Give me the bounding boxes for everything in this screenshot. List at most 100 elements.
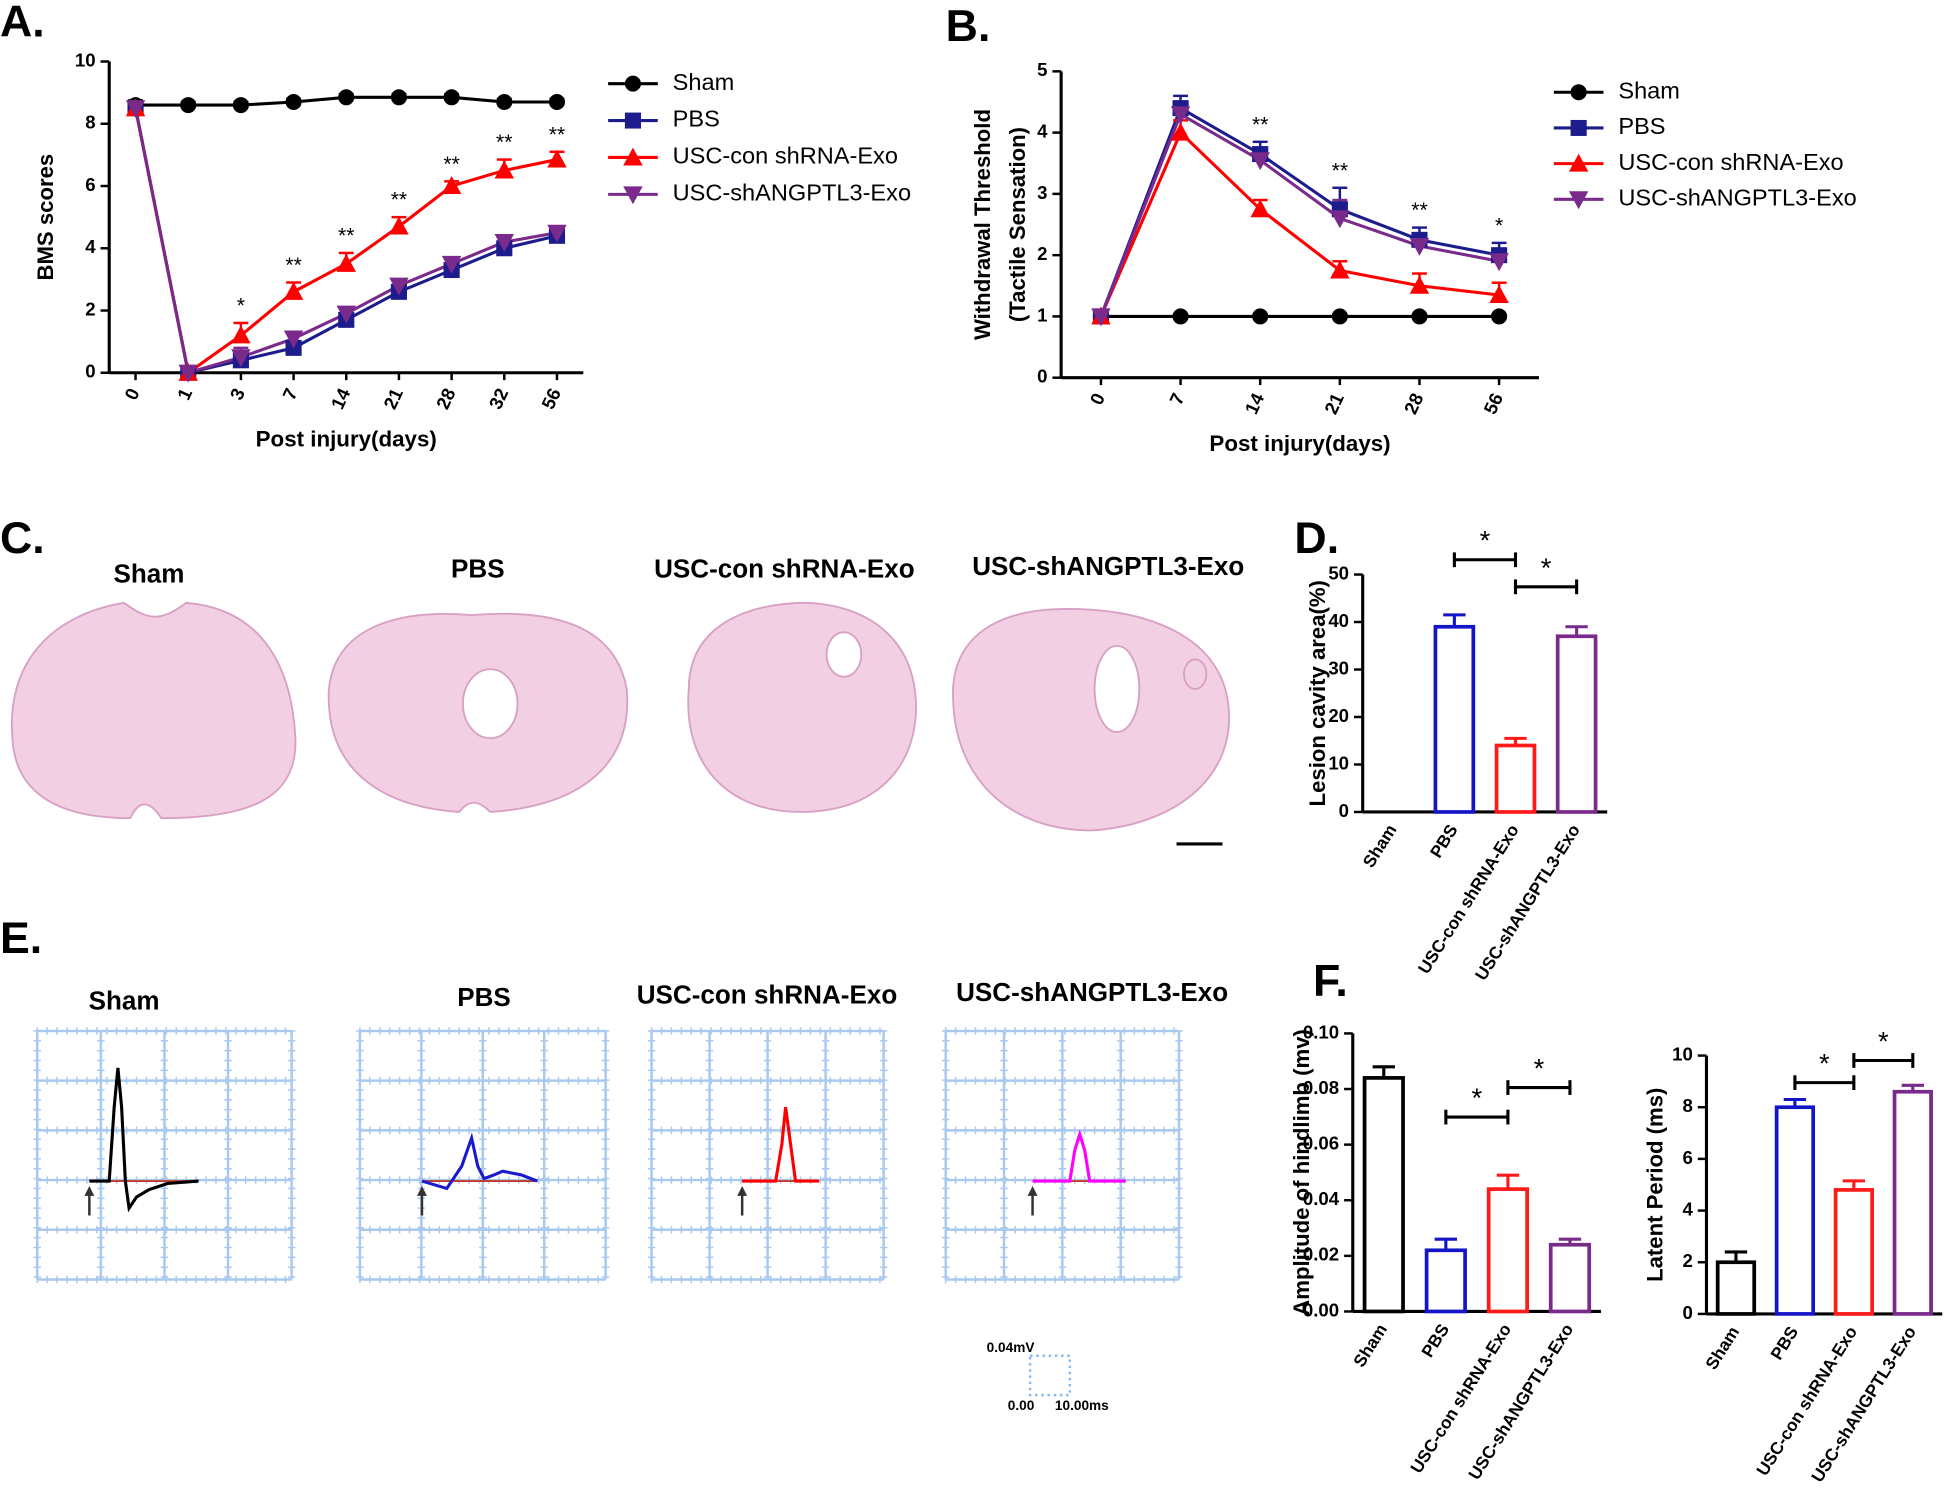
significance-mark: ** bbox=[1252, 113, 1268, 136]
marker bbox=[283, 281, 304, 300]
x-tick-label: 0 bbox=[1086, 390, 1109, 408]
x-tick-label: 32 bbox=[485, 385, 513, 412]
bar bbox=[1555, 634, 1598, 814]
scale-label: 0.00 bbox=[1008, 1398, 1035, 1413]
marker bbox=[1091, 308, 1111, 327]
significance-mark: ** bbox=[496, 131, 512, 154]
marker bbox=[1250, 199, 1270, 218]
legend-label: USC-shANGPTL3-Exo bbox=[1618, 185, 1856, 211]
y-tick-label: 50 bbox=[1328, 562, 1349, 583]
marker bbox=[1491, 308, 1508, 325]
x-tick-label: Sham bbox=[1358, 821, 1400, 871]
x-tick-label: 14 bbox=[1240, 389, 1268, 417]
marker bbox=[441, 255, 462, 274]
y-tick-label: 0 bbox=[85, 361, 95, 382]
significance-mark: * bbox=[1878, 1026, 1889, 1057]
bar bbox=[1424, 1248, 1467, 1314]
bar bbox=[1494, 743, 1537, 814]
y-tick-label: 10 bbox=[1328, 752, 1349, 773]
y-axis-label: Latent Period (ms) bbox=[1643, 1088, 1668, 1282]
trace bbox=[421, 1132, 538, 1191]
significance-mark: ** bbox=[549, 123, 565, 146]
y-axis-label: (Tactile Sensation) bbox=[1005, 127, 1030, 322]
significance-mark: ** bbox=[338, 225, 354, 248]
y-tick-label: 0.00 bbox=[1303, 1299, 1339, 1320]
x-axis-label: Post injury(days) bbox=[256, 426, 437, 451]
marker bbox=[389, 277, 409, 296]
lesion-cavity bbox=[825, 631, 863, 678]
significance-mark: ** bbox=[1411, 199, 1427, 222]
marker bbox=[1172, 308, 1189, 325]
histology-images bbox=[10, 601, 1231, 832]
x-tick-label: USC-shANGPTL3-Exo bbox=[1464, 1320, 1577, 1483]
x-tick-label: 28 bbox=[432, 385, 460, 412]
x-tick-label: USC-con shRNA-Exo bbox=[1752, 1323, 1861, 1479]
marker bbox=[231, 349, 251, 368]
marker bbox=[1568, 153, 1589, 172]
legend-label: Sham bbox=[1618, 78, 1680, 104]
marker bbox=[336, 253, 356, 272]
series-line bbox=[1099, 129, 1500, 318]
y-tick-label: 2 bbox=[1682, 1250, 1692, 1271]
y-tick-label: 4 bbox=[1037, 121, 1048, 142]
marker bbox=[1250, 152, 1270, 171]
marker bbox=[1489, 285, 1509, 303]
image-title: USC-con shRNA-Exo bbox=[654, 556, 915, 584]
marker bbox=[180, 97, 197, 114]
x-tick-label: 21 bbox=[1320, 390, 1348, 417]
y-tick-label: 20 bbox=[1328, 705, 1349, 726]
marker bbox=[1570, 119, 1587, 136]
x-tick-label: USC-shANGPTL3-Exo bbox=[1807, 1323, 1920, 1486]
y-tick-label: 0 bbox=[1037, 366, 1047, 387]
significance-mark: ** bbox=[443, 153, 459, 176]
legend-label: PBS bbox=[673, 106, 720, 132]
marker bbox=[1570, 84, 1587, 101]
bar bbox=[1486, 1187, 1529, 1314]
bar bbox=[1548, 1242, 1592, 1314]
marker bbox=[547, 224, 567, 243]
x-tick-label: USC-shANGPTL3-Exo bbox=[1471, 821, 1584, 984]
y-tick-label: 8 bbox=[85, 112, 95, 133]
trace bbox=[1032, 1129, 1126, 1183]
y-tick-label: 10 bbox=[75, 49, 96, 70]
tissue-section bbox=[952, 608, 1231, 832]
marker bbox=[623, 147, 643, 166]
y-tick-label: 0 bbox=[1682, 1302, 1692, 1323]
y-axis-label: BMS scores bbox=[33, 154, 58, 281]
marker bbox=[1411, 308, 1428, 325]
lesion-cavity bbox=[461, 668, 519, 740]
y-tick-label: 2 bbox=[1037, 243, 1047, 264]
bar bbox=[1892, 1089, 1933, 1316]
marker bbox=[1409, 275, 1430, 294]
y-tick-label: 40 bbox=[1328, 610, 1349, 631]
x-tick-label: PBS bbox=[1426, 821, 1462, 862]
marker bbox=[125, 100, 146, 119]
trace-title: USC-shANGPTL3-Exo bbox=[956, 979, 1228, 1007]
y-tick-label: 0.02 bbox=[1303, 1244, 1339, 1265]
tissue-fragment bbox=[1183, 658, 1208, 690]
significance-mark: * bbox=[1480, 525, 1491, 556]
bar bbox=[1433, 624, 1476, 814]
y-tick-label: 10 bbox=[1672, 1044, 1693, 1065]
arrow-head bbox=[84, 1185, 95, 1196]
marker bbox=[443, 89, 460, 106]
scale-box bbox=[1028, 1354, 1072, 1397]
trace bbox=[89, 1067, 199, 1213]
marker bbox=[496, 93, 513, 110]
y-tick-label: 0.10 bbox=[1303, 1021, 1339, 1042]
trace-title: Sham bbox=[89, 988, 160, 1016]
bar bbox=[1833, 1188, 1874, 1316]
image-title: USC-shANGPTL3-Exo bbox=[972, 553, 1244, 581]
significance-mark: * bbox=[1472, 1082, 1483, 1113]
emg-traces bbox=[33, 1027, 1183, 1284]
y-tick-label: 0.04 bbox=[1303, 1188, 1340, 1209]
x-tick-label: PBS bbox=[1417, 1320, 1453, 1361]
marker bbox=[623, 186, 643, 205]
bar bbox=[1362, 1076, 1405, 1314]
marker bbox=[1409, 237, 1430, 256]
y-tick-label: 6 bbox=[1682, 1147, 1692, 1168]
x-tick-label: Sham bbox=[1349, 1320, 1391, 1370]
x-axis-label: Post injury(days) bbox=[1209, 431, 1390, 456]
marker bbox=[494, 160, 515, 179]
y-tick-label: 4 bbox=[85, 236, 96, 257]
